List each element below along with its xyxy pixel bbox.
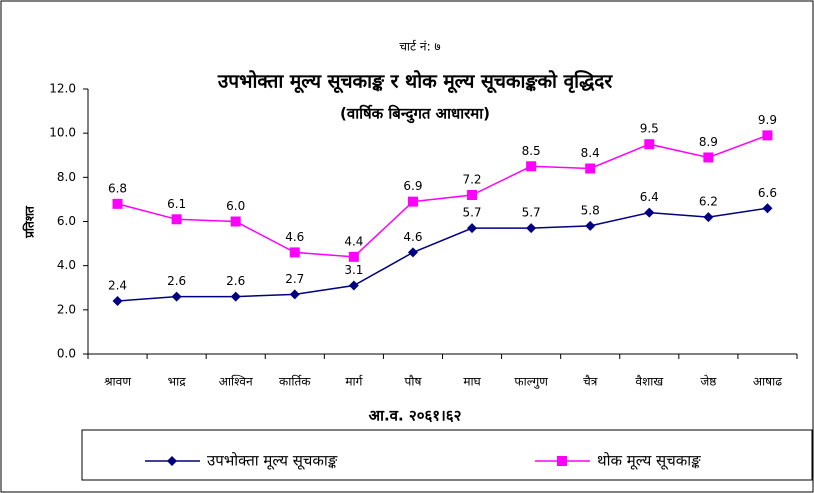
data-label: 3.1 [344,263,363,277]
marker [526,161,537,172]
y-tick-label: 2.0 [57,302,76,316]
marker [289,289,300,300]
marker [112,296,123,306]
data-label: 9.5 [640,122,659,136]
data-label: 6.9 [403,179,422,193]
marker [171,214,182,225]
data-label: 8.4 [581,146,600,160]
data-label: 7.2 [462,173,481,187]
data-label: 2.7 [285,272,304,286]
marker [557,456,567,466]
chart-title: उपभोक्ता मूल्य सूचकाङ्क र थोक मूल्य सूचक… [217,70,613,94]
data-label: 4.6 [285,230,304,244]
marker [644,207,655,218]
marker [348,280,359,291]
marker [467,190,478,200]
marker [112,198,123,209]
y-tick-label: 10.0 [49,126,76,140]
marker [171,291,182,302]
marker [703,152,714,163]
legend-label: उपभोक्ता मूल्य सूचकाङ्क [207,452,338,471]
data-label: 2.6 [167,274,186,288]
marker [467,223,478,234]
x-tick-label: श्रावण [104,375,131,389]
chart-number: चार्ट नं: ७ [399,40,440,54]
data-label: 6.8 [108,181,127,195]
marker [407,247,418,258]
data-label: 5.7 [462,206,481,220]
x-tick-label: आश्विन [219,375,253,389]
x-tick-label: कार्तिक [279,375,311,389]
x-tick-label: वैशाख [635,375,663,389]
series-line [117,207,768,302]
x-axis-label: आ.व. २०६१।६२ [369,407,462,425]
x-tick-label: चैत्र [583,375,598,389]
data-label: 9.9 [758,113,777,127]
marker [526,223,537,234]
series-line [117,134,768,258]
marker [289,247,300,258]
x-tick-label: फाल्गुण [514,375,548,390]
legend-box [81,429,813,481]
data-label: 6.1 [167,197,186,211]
data-label: 6.4 [640,190,659,204]
data-label: 4.4 [344,234,363,248]
marker [585,220,596,231]
x-tick-label: पौष [405,375,423,389]
x-tick-label: आषाढ [753,375,782,389]
data-label: 6.6 [758,186,777,200]
y-tick-label: 6.0 [57,214,76,228]
y-axis-label: प्रतिशत [23,205,37,239]
marker [348,251,359,262]
data-label: 8.9 [699,135,718,149]
marker [762,203,773,214]
legend-label: थोक मूल्य सूचकाङ्क [597,452,701,471]
data-label: 2.6 [226,274,245,288]
chart-subtitle: (वार्षिक बिन्दुगत आधारमा) [340,105,490,124]
data-label: 5.7 [522,206,541,220]
y-tick-label: 8.0 [57,170,76,184]
x-tick-label: मार्ग [345,375,363,389]
data-label: 6.0 [226,199,245,213]
marker [585,163,596,174]
data-label: 8.5 [522,144,541,158]
marker [230,216,241,227]
marker [167,456,177,466]
marker [230,291,241,302]
marker [644,139,655,150]
data-label: 6.2 [699,195,718,209]
marker [407,196,418,207]
data-label: 5.8 [581,203,600,217]
data-label: 4.6 [403,230,422,244]
x-tick-label: माघ [463,375,481,389]
y-tick-label: 4.0 [57,258,76,272]
x-tick-label: जेष्ठ [700,375,717,389]
marker [703,212,714,223]
x-tick-label: भाद्र [168,375,187,389]
marker [762,130,773,141]
y-tick-label: 12.0 [49,82,76,96]
y-tick-label: 0.0 [57,347,76,361]
data-label: 2.4 [108,279,127,293]
